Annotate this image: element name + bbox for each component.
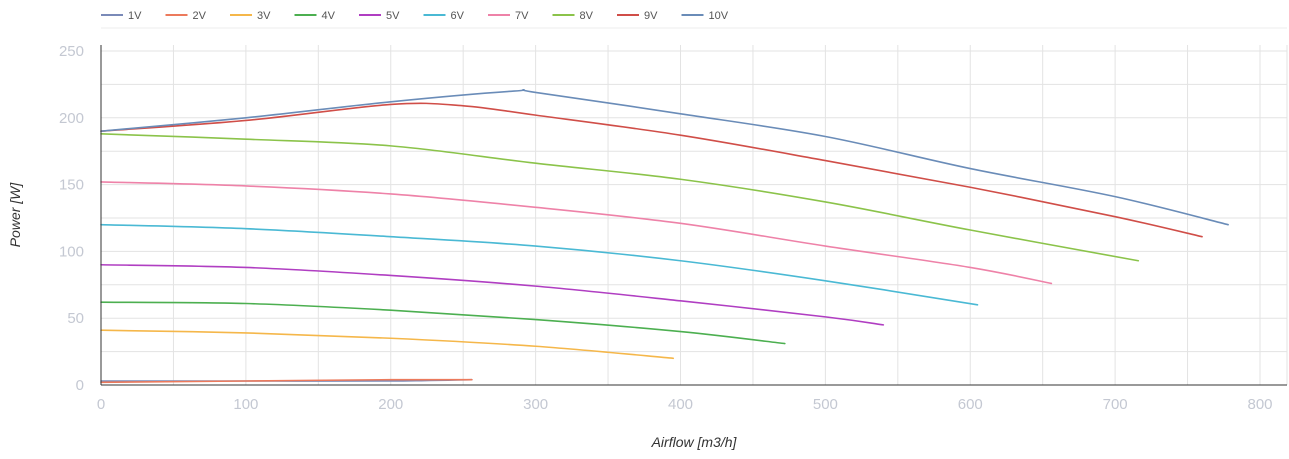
legend-item-8v[interactable]: 8V: [552, 10, 594, 22]
x-axis-title: Airflow [m3/h]: [651, 434, 738, 450]
x-tick-labels: 0 100 200 300 400 500 600 700 800: [97, 396, 1273, 413]
x-tick-label: 200: [378, 396, 403, 413]
legend-item-4v[interactable]: 4V: [294, 10, 336, 22]
legend-label: 5V: [386, 10, 400, 22]
legend-label: 2V: [193, 10, 207, 22]
x-tick-label: 300: [523, 396, 548, 413]
legend-item-3v[interactable]: 3V: [230, 10, 271, 22]
x-tick-label: 400: [668, 396, 693, 413]
y-axis-title: Power [W]: [7, 182, 23, 248]
y-tick-labels: 0 50 100 150 200 250: [59, 43, 84, 394]
legend-item-2v[interactable]: 2V: [165, 10, 207, 22]
y-tick-label: 0: [76, 377, 84, 394]
legend-item-7v[interactable]: 7V: [488, 10, 529, 22]
y-tick-label: 50: [67, 310, 84, 327]
y-tick-label: 250: [59, 43, 84, 60]
legend-label: 1V: [128, 10, 142, 22]
series-layer: [100, 88, 1229, 384]
series-line-10v: [100, 88, 1229, 226]
series-line-4v: [100, 301, 786, 345]
series-line-8v: [100, 133, 1140, 262]
legend-item-1v[interactable]: 1V: [101, 10, 142, 22]
series-line-9v: [100, 102, 1203, 238]
legend-label: 7V: [515, 10, 529, 22]
legend-item-10v[interactable]: 10V: [681, 10, 729, 22]
legend-item-5v[interactable]: 5V: [359, 10, 400, 22]
legend-label: 8V: [580, 10, 594, 22]
legend-item-6v[interactable]: 6V: [423, 10, 465, 22]
series-line-7v: [100, 181, 1053, 285]
x-tick-label: 100: [233, 396, 258, 413]
legend-label: 4V: [322, 10, 336, 22]
legend-item-9v[interactable]: 9V: [617, 10, 658, 22]
series-line-3v: [100, 329, 675, 360]
x-tick-label: 600: [958, 396, 983, 413]
legend: 1V 2V 3V 4V 5V 6V 7V 8V 9V 10V: [101, 10, 729, 22]
series-line-2v: [100, 378, 473, 384]
legend-label: 6V: [451, 10, 465, 22]
y-tick-label: 150: [59, 177, 84, 194]
x-tick-label: 0: [97, 396, 105, 413]
x-tick-label: 800: [1247, 396, 1272, 413]
legend-label: 10V: [709, 10, 729, 22]
legend-label: 3V: [257, 10, 271, 22]
y-tick-label: 200: [59, 110, 84, 127]
x-tick-label: 700: [1103, 396, 1128, 413]
axes: [100, 45, 1287, 386]
grid: [100, 27, 1288, 386]
series-line-5v: [100, 263, 885, 326]
y-tick-label: 100: [59, 243, 84, 260]
series-line-6v: [100, 223, 979, 306]
legend-label: 9V: [644, 10, 658, 22]
x-tick-label: 500: [813, 396, 838, 413]
